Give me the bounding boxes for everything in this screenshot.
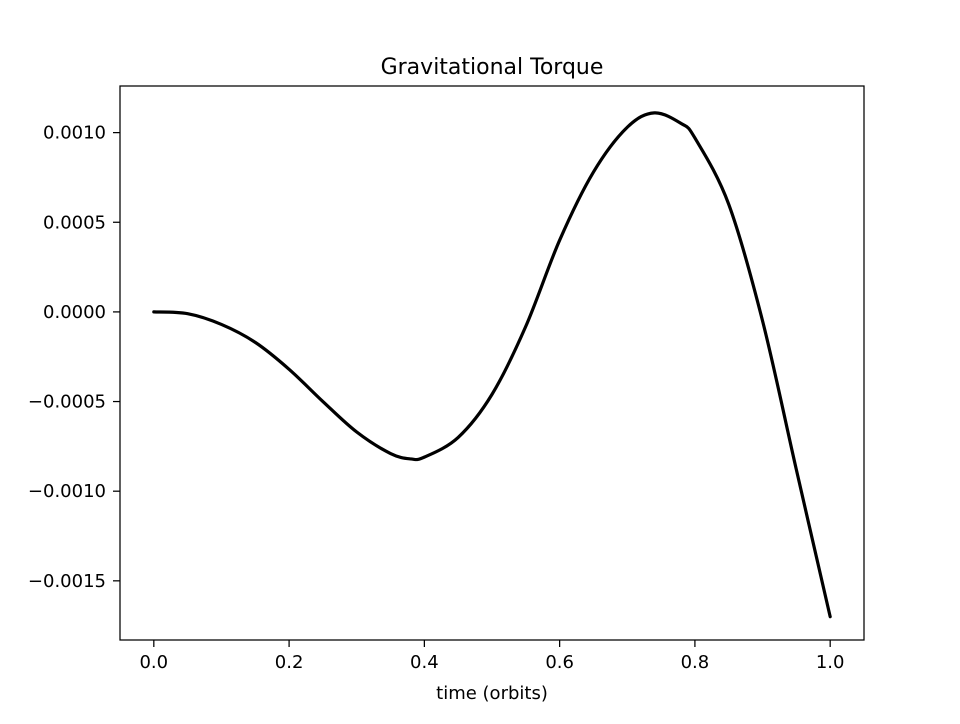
- series-line-0: [152, 111, 832, 619]
- plot-layer: 0.0 0.2 0.4 0.6 0.8 1.0 −0.0015 −0.0010 −0.0005 0…: [28, 85, 865, 673]
- y-tick-label: 0.0005: [43, 212, 106, 233]
- chart-title: Gravitational Torque: [381, 55, 604, 80]
- y-tick-label: −0.0010: [28, 481, 106, 502]
- plot-frame: [119, 85, 865, 641]
- x-tick-label: 0.0: [139, 652, 168, 673]
- x-tick-label: 0.4: [410, 652, 439, 673]
- y-tick-label: 0.0000: [43, 302, 106, 323]
- x-tick-label: 0.8: [681, 652, 710, 673]
- y-tick-label: 0.0010: [43, 123, 106, 144]
- x-tick-label: 0.2: [275, 652, 304, 673]
- y-tick-label: −0.0015: [28, 571, 106, 592]
- x-axis-label: time (orbits): [436, 683, 548, 704]
- y-tick-label: −0.0005: [28, 392, 106, 413]
- x-tick-label: 1.0: [816, 652, 845, 673]
- x-tick-label: 0.6: [545, 652, 574, 673]
